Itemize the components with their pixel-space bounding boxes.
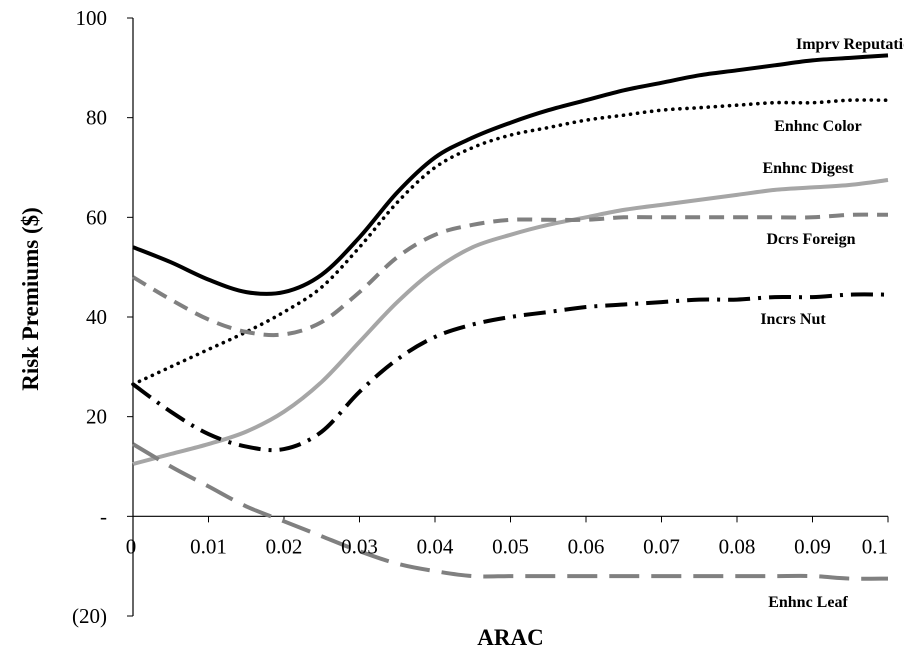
series-line-incrs-nut (131, 292, 889, 453)
series-label-enhnc-leaf: Enhnc Leaf (768, 594, 848, 611)
x-tick-label: 0.01 (190, 534, 227, 558)
series-line-dcrs-foreign (131, 212, 889, 338)
x-tick-label: 0.1 (862, 534, 888, 558)
y-tick-label: 80 (86, 106, 107, 130)
series-label-enhnc-digest: Enhnc Digest (762, 160, 854, 177)
series-label-incrs-nut: Incrs Nut (760, 311, 826, 328)
series-label-imprv-reputation: Imprv Reputation (796, 36, 904, 53)
series-label-enhnc-color: Enhnc Color (774, 118, 862, 135)
tick-labels: (20) - 20 40 60 80 100 0 0.01 0.02 0.03 0.04 0.05 0.0… (72, 6, 888, 628)
y-tick-label: 100 (76, 6, 108, 30)
series-line-imprv-reputation (132, 53, 889, 296)
series-labels: Imprv Reputation Enhnc Color Enhnc Digest D… (760, 36, 904, 611)
x-tick-label: 0.04 (417, 534, 454, 558)
plot-lines (131, 53, 890, 581)
series-line-enhnc-digest (132, 178, 889, 466)
y-tick-label: (20) (72, 604, 107, 628)
series-line-enhnc-color (131, 98, 890, 387)
y-tick-label: 20 (86, 405, 107, 429)
x-tick-label: 0.02 (266, 534, 303, 558)
y-tick-label: 40 (86, 305, 107, 329)
x-tick-label: 0.09 (794, 534, 831, 558)
x-tick-label: 0.03 (341, 534, 378, 558)
axes (127, 17, 889, 617)
x-tick-label: 0.08 (719, 534, 756, 558)
y-tick-label: 60 (86, 205, 107, 229)
x-tick-label: 0.07 (643, 534, 680, 558)
x-tick-label: 0 (126, 534, 137, 558)
series-line-enhnc-leaf (131, 442, 889, 581)
y-axis-title: Risk Premiums ($) (18, 207, 43, 391)
x-tick-label: 0.06 (568, 534, 605, 558)
y-tick-label: - (100, 504, 107, 528)
x-axis-title: ARAC (477, 625, 543, 650)
x-tick-label: 0.05 (492, 534, 529, 558)
series-label-dcrs-foreign: Dcrs Foreign (766, 231, 855, 248)
